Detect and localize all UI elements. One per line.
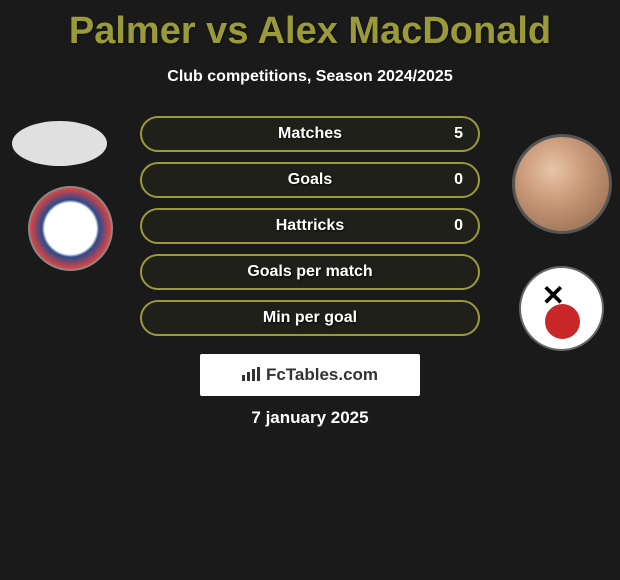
badge-inner: ✕ [527, 274, 597, 344]
comparison-container: Palmer vs Alex MacDonald Club competitio… [0, 0, 620, 438]
stat-label: Hattricks [276, 217, 344, 235]
player-avatar-right [512, 134, 612, 234]
stat-bar-min-per-goal: Min per goal [140, 300, 480, 336]
stat-bar-goals: Goals 0 [140, 162, 480, 198]
stat-label: Min per goal [263, 309, 357, 327]
watermark: FcTables.com [200, 354, 420, 396]
club-badge-right: ✕ [519, 266, 604, 351]
stat-label: Matches [278, 125, 342, 143]
stat-bar-hattricks: Hattricks 0 [140, 208, 480, 244]
date-label: 7 january 2025 [0, 408, 620, 428]
comparison-area: ✕ Matches 5 Goals 0 Hattricks 0 Goals pe… [0, 116, 620, 428]
stat-label: Goals per match [247, 263, 372, 281]
stat-value: 5 [454, 125, 463, 143]
watermark-text: FcTables.com [266, 365, 378, 385]
player-avatar-left [12, 121, 107, 166]
chart-icon [242, 367, 260, 384]
subtitle: Club competitions, Season 2024/2025 [0, 68, 620, 86]
stat-label: Goals [288, 171, 332, 189]
stat-bar-goals-per-match: Goals per match [140, 254, 480, 290]
stat-bar-matches: Matches 5 [140, 116, 480, 152]
stat-value: 0 [454, 171, 463, 189]
stat-value: 0 [454, 217, 463, 235]
club-badge-left [28, 186, 113, 271]
badge-ball-icon [545, 304, 580, 339]
page-title: Palmer vs Alex MacDonald [0, 10, 620, 53]
stats-column: Matches 5 Goals 0 Hattricks 0 Goals per … [140, 116, 480, 336]
